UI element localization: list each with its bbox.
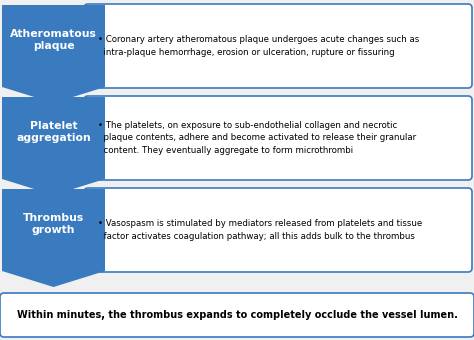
Text: • The platelets, on exposure to sub-endothelial collagen and necrotic
  plaque c: • The platelets, on exposure to sub-endo… [98,121,416,155]
Text: Platelet
aggregation: Platelet aggregation [16,121,91,143]
Polygon shape [2,97,105,195]
Text: • Coronary artery atheromatous plaque undergoes acute changes such as
  intra-pl: • Coronary artery atheromatous plaque un… [98,35,419,56]
FancyBboxPatch shape [84,4,472,88]
Text: Within minutes, the thrombus expands to completely occlude the vessel lumen.: Within minutes, the thrombus expands to … [17,310,457,320]
Text: Atheromatous
plaque: Atheromatous plaque [10,29,97,51]
Text: Thrombus
growth: Thrombus growth [23,213,84,235]
FancyBboxPatch shape [0,293,474,337]
Polygon shape [2,189,105,287]
FancyBboxPatch shape [84,188,472,272]
FancyBboxPatch shape [84,96,472,180]
Polygon shape [2,5,105,103]
Text: • Vasospasm is stimulated by mediators released from platelets and tissue
  fact: • Vasospasm is stimulated by mediators r… [98,219,422,241]
